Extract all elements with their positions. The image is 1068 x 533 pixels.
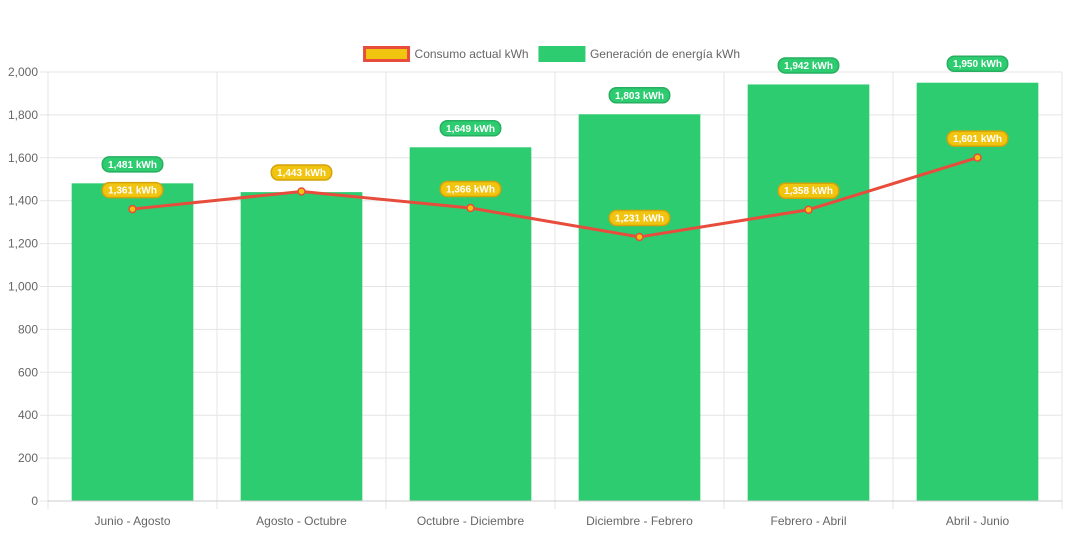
bar[interactable] xyxy=(747,84,870,501)
line-value-label: 1,231 kWh xyxy=(608,209,671,227)
legend-item[interactable]: Generación de energía kWh xyxy=(538,46,740,62)
line-value-label-text: 1,358 kWh xyxy=(784,186,833,197)
x-tick-label: Abril - Junio xyxy=(946,514,1010,528)
axes: 0 200 400 600 800 1,000 1,200 1,400 1,600 1,800 2,… xyxy=(8,65,1062,528)
line-value-label-text: 1,443 kWh xyxy=(277,168,326,179)
line-value-label-text: 1,366 kWh xyxy=(446,184,495,195)
line-value-label: 1,601 kWh xyxy=(946,130,1009,147)
bar-series xyxy=(71,82,1039,502)
bar[interactable] xyxy=(71,183,194,501)
y-tick-label: 1,800 xyxy=(8,108,38,122)
bar-value-label: 1,942 kWh xyxy=(777,57,840,74)
line-point[interactable] xyxy=(635,232,644,242)
line-value-label-text: 1,361 kWh xyxy=(108,186,157,197)
bar-value-label: 1,481 kWh xyxy=(101,156,164,173)
line-value-label: 1,443 kWh xyxy=(270,164,333,181)
line-value-label-bg xyxy=(439,180,502,198)
line-path xyxy=(132,156,978,239)
bar-value-label-text: 1,950 kWh xyxy=(953,59,1002,70)
x-tick-label: Octubre - Diciembre xyxy=(417,514,525,528)
line-value-label-bg xyxy=(777,182,840,199)
line-value-label-text: 1,231 kWh xyxy=(615,213,664,224)
bar-value-label: 1,803 kWh xyxy=(608,87,671,104)
line-value-label: 1,361 kWh xyxy=(101,181,164,199)
legend-swatch xyxy=(363,46,411,62)
line-point[interactable] xyxy=(466,203,475,213)
line-value-label-bg xyxy=(608,209,671,227)
y-tick-label: 1,400 xyxy=(8,194,38,208)
legend-label: Consumo actual kWh xyxy=(415,47,529,61)
y-tick-label: 1,600 xyxy=(8,151,38,165)
x-tick-label: Diciembre - Febrero xyxy=(586,514,693,528)
line-value-label-bg xyxy=(101,181,164,199)
legend-item[interactable]: Consumo actual kWh xyxy=(363,46,529,62)
y-tick-label: 1,200 xyxy=(8,237,38,251)
bar-value-label-bg xyxy=(439,120,502,137)
y-tick-label: 600 xyxy=(18,365,38,379)
y-tick-label: 200 xyxy=(18,451,38,465)
line-point[interactable] xyxy=(973,153,982,162)
y-tick-label: 400 xyxy=(18,408,38,422)
bar-value-label-bg xyxy=(101,156,164,173)
bar-value-label: 1,649 kWh xyxy=(439,120,502,137)
bar-value-label-text: 1,481 kWh xyxy=(108,160,157,171)
line-value-label: 1,366 kWh xyxy=(439,180,502,198)
y-tick-label: 0 xyxy=(31,494,38,508)
x-tick-label: Febrero - Abril xyxy=(770,514,846,528)
y-tick-label: 2,000 xyxy=(8,65,38,79)
line-value-label-text: 1,601 kWh xyxy=(953,134,1002,145)
x-tick-label: Junio - Agosto xyxy=(94,514,170,528)
bar[interactable] xyxy=(240,192,363,501)
bar-value-label-text: 1,942 kWh xyxy=(784,61,833,72)
line-series xyxy=(128,153,982,242)
bar-value-label-bg xyxy=(946,55,1009,72)
data-labels: 1,481 kWh 1,649 kWh 1,803 kWh 1,942 kWh 1,95… xyxy=(101,55,1009,227)
y-tick-label: 800 xyxy=(18,322,38,336)
line-value-label-bg xyxy=(946,130,1009,147)
x-tick-label: Agosto - Octubre xyxy=(256,514,347,528)
line-value-label-bg xyxy=(270,164,333,181)
bar-value-label-text: 1,803 kWh xyxy=(615,91,664,102)
line-point[interactable] xyxy=(297,187,306,196)
bar-value-label-bg xyxy=(608,87,671,104)
bar[interactable] xyxy=(409,147,532,502)
legend[interactable]: Consumo actual kWh Generación de energía … xyxy=(363,46,740,62)
legend-label: Generación de energía kWh xyxy=(590,47,740,61)
bar-value-label: 1,950 kWh xyxy=(946,55,1009,72)
legend-swatch xyxy=(538,46,586,62)
grid xyxy=(40,71,1063,509)
line-point[interactable] xyxy=(128,204,137,214)
bar[interactable] xyxy=(916,82,1039,501)
bar-value-label-bg xyxy=(777,57,840,74)
y-tick-label: 1,000 xyxy=(8,280,38,294)
bar[interactable] xyxy=(578,114,701,501)
line-point[interactable] xyxy=(804,205,813,214)
line-value-label: 1,358 kWh xyxy=(777,182,840,199)
bar-value-label-text: 1,649 kWh xyxy=(446,124,495,135)
